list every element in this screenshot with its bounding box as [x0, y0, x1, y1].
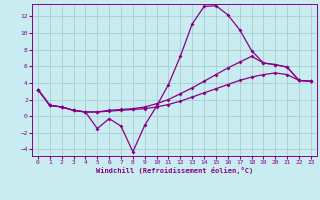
X-axis label: Windchill (Refroidissement éolien,°C): Windchill (Refroidissement éolien,°C) [96, 167, 253, 174]
